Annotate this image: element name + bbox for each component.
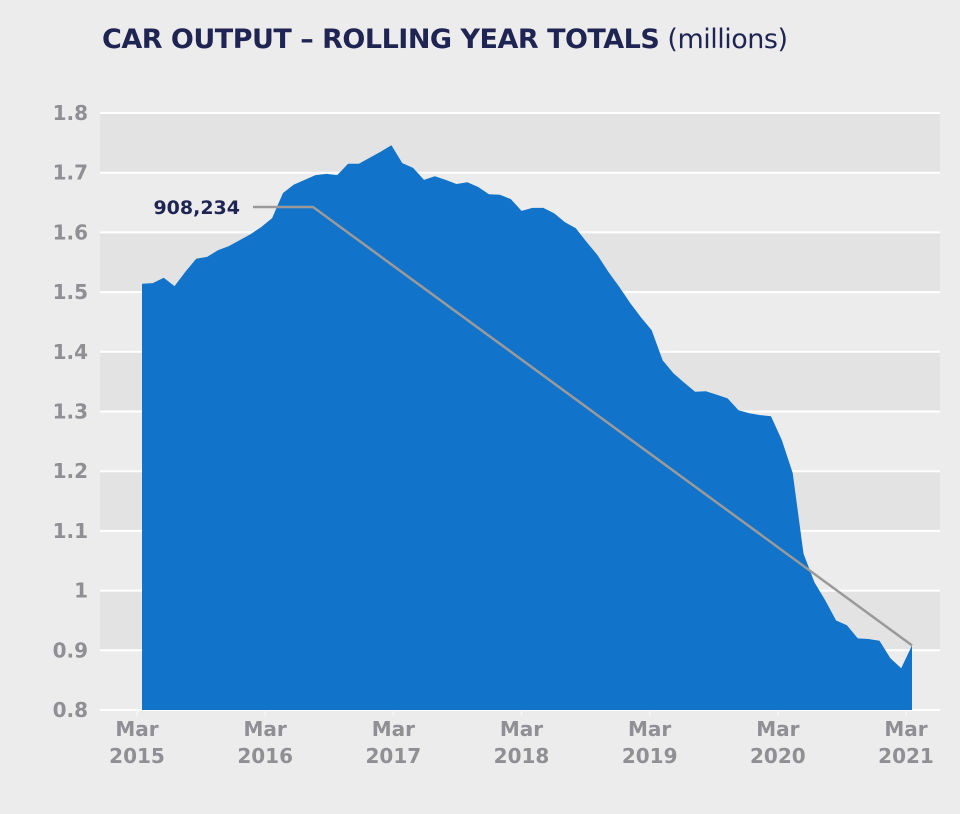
x-tick-label-year: 2019 (622, 744, 678, 768)
x-tick-label-month: Mar (244, 717, 287, 741)
y-tick-label: 1.1 (53, 519, 88, 543)
y-tick-label: 1.6 (53, 220, 88, 244)
chart-title-main: CAR OUTPUT – ROLLING YEAR TOTALS (102, 24, 660, 55)
annotation-leader-line (253, 205, 913, 647)
grid-band (100, 113, 940, 173)
y-axis-ticks: 1.8 1.7 1.6 1.5 1.4 1.3 1.2 1.1 1 0.9 0.8 (53, 101, 88, 722)
x-tick-label-year: 2018 (494, 744, 550, 768)
x-tick-label-year: 2017 (365, 744, 421, 768)
chart-title-unit: (millions) (667, 24, 788, 55)
y-tick-label: 0.9 (53, 638, 88, 662)
annotation: 908,234 (153, 197, 913, 647)
x-tick-label-month: Mar (756, 717, 799, 741)
x-tick-label-month: Mar (500, 717, 543, 741)
x-tick-label-year: 2021 (878, 744, 934, 768)
x-tick-label-month: Mar (884, 717, 927, 741)
output-area (142, 145, 912, 710)
y-tick-label: 0.8 (53, 698, 88, 722)
x-tick-label-month: Mar (372, 717, 415, 741)
chart-title: CAR OUTPUT – ROLLING YEAR TOTALS (millio… (102, 24, 788, 55)
x-tick-label-year: 2020 (750, 744, 806, 768)
x-tick-label-month: Mar (628, 717, 671, 741)
annotation-label: 908,234 (153, 197, 240, 219)
y-tick-label: 1.5 (53, 280, 88, 304)
y-tick-label: 1 (74, 579, 88, 603)
x-tick-label-year: 2016 (237, 744, 293, 768)
y-tick-label: 1.2 (53, 459, 88, 483)
x-tick-label-month: Mar (115, 717, 158, 741)
y-tick-label: 1.7 (53, 161, 88, 185)
y-tick-label: 1.4 (53, 340, 88, 364)
y-tick-label: 1.3 (53, 400, 88, 424)
x-axis-ticks: Mar 2015 Mar 2016 Mar 2017 Mar 2018 Mar 2019 Mar 20… (109, 710, 934, 768)
x-tick-label-year: 2015 (109, 744, 165, 768)
y-tick-label: 1.8 (53, 101, 88, 125)
